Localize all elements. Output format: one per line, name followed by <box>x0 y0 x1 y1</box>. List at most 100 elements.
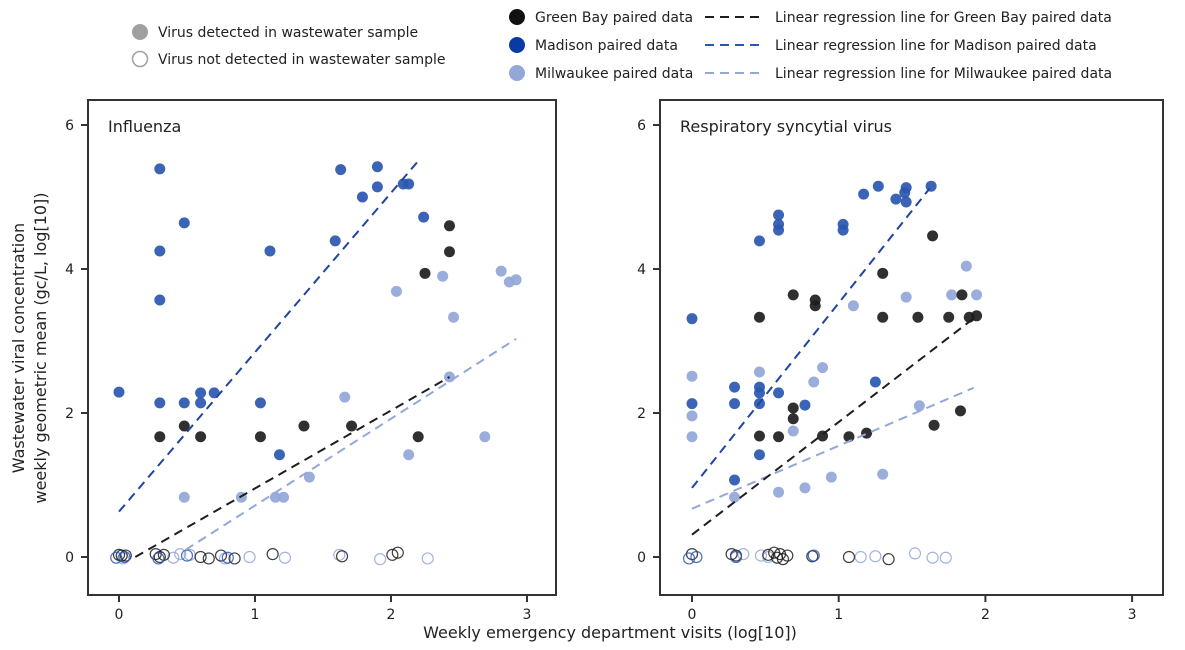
not-detected-point <box>682 552 696 565</box>
panel-rsv: Respiratory syncytial virus 0 1 2 3 0 2 4 6 <box>637 99 1164 623</box>
not-detected-point <box>194 550 207 564</box>
not-detected-point <box>335 550 349 563</box>
not-detected-point <box>869 550 882 563</box>
detected-point <box>825 471 837 483</box>
x-tick-label: 3 <box>523 607 532 623</box>
legend-series-label: Madison paired data <box>535 38 678 54</box>
y-tick-label: 0 <box>637 550 646 566</box>
not-detected-point <box>243 550 256 564</box>
detected-point <box>787 413 799 425</box>
detected-point <box>154 163 166 175</box>
not-detected-point <box>386 548 399 561</box>
detected-point <box>861 427 873 439</box>
detected-point <box>773 387 785 399</box>
detected-point <box>273 449 285 461</box>
detected-point <box>303 471 315 483</box>
detected-point <box>971 289 983 301</box>
detected-point <box>773 431 785 443</box>
detected-point <box>729 398 741 410</box>
regression-line <box>185 337 517 551</box>
detected-point <box>729 474 741 486</box>
detected-point <box>686 410 698 422</box>
detected-point <box>753 430 765 442</box>
detected-point <box>753 311 765 323</box>
legend-series-marker <box>509 9 525 25</box>
detected-point <box>390 285 402 297</box>
not-detected-point <box>174 548 187 561</box>
legend-not-detected-label: Virus not detected in wastewater sample <box>158 52 446 68</box>
not-detected-point <box>754 549 768 562</box>
y-tick-label: 2 <box>65 406 74 422</box>
detected-point <box>900 291 912 303</box>
detected-point <box>753 235 765 247</box>
x-tick-label: 2 <box>981 607 990 623</box>
not-detected-point <box>214 549 228 562</box>
panel-title: Respiratory syncytial virus <box>680 117 892 136</box>
detected-point <box>479 431 491 443</box>
detected-point <box>154 294 166 306</box>
detected-point <box>298 420 310 432</box>
legend-regression-label: Linear regression line for Green Bay pai… <box>775 10 1112 26</box>
x-tick-label: 3 <box>1128 607 1137 623</box>
detected-point <box>817 362 829 374</box>
not-detected-point <box>908 547 922 560</box>
detected-point <box>877 311 889 323</box>
not-detected-point <box>115 549 128 562</box>
regression-line <box>691 386 975 510</box>
x-tick-label: 1 <box>834 607 843 623</box>
panel-influenza: Influenza 0 1 2 3 0 2 4 6 <box>65 99 557 623</box>
detected-point <box>443 220 455 232</box>
detected-point <box>346 420 358 432</box>
detected-point <box>808 376 820 388</box>
detected-point <box>858 188 870 200</box>
detected-point <box>403 449 415 461</box>
legend: Virus detected in wastewater sample Viru… <box>131 9 1112 82</box>
detected-point <box>773 209 785 221</box>
detected-point <box>448 311 460 323</box>
legend-series-marker <box>509 65 525 81</box>
detected-point <box>195 387 207 399</box>
not-detected-point <box>807 549 820 562</box>
detected-point <box>787 425 799 437</box>
detected-point <box>946 289 958 301</box>
not-detected-point <box>737 548 750 561</box>
detected-point <box>113 386 125 398</box>
not-detected-point <box>729 550 743 564</box>
detected-point <box>729 381 741 393</box>
not-detected-point <box>939 551 952 564</box>
detected-point <box>510 274 522 286</box>
detected-point <box>913 400 925 412</box>
detected-point <box>254 397 266 409</box>
not-detected-point <box>110 551 123 564</box>
detected-point <box>371 181 383 193</box>
not-detected-point <box>776 553 790 566</box>
not-detected-point <box>119 549 132 562</box>
y-axis-label-line2: weekly geometric mean (gc/L, log[10]) <box>31 192 50 503</box>
detected-point <box>900 182 912 194</box>
plot-area <box>87 99 557 596</box>
not-detected-point <box>374 553 387 566</box>
legend-series-label: Green Bay paired data <box>535 10 693 26</box>
detected-point <box>154 397 166 409</box>
x-tick-label: 0 <box>688 607 697 623</box>
legend-not-detected-marker <box>131 50 149 68</box>
detected-point <box>195 397 207 409</box>
detected-point <box>872 180 884 192</box>
detected-point <box>890 193 902 205</box>
not-detected-point <box>762 548 775 561</box>
not-detected-point <box>278 551 292 564</box>
detected-point <box>686 370 698 382</box>
detected-point <box>154 431 166 443</box>
not-detected-point <box>882 553 895 566</box>
y-tick-label: 6 <box>637 118 646 134</box>
detected-point <box>264 245 276 257</box>
detected-point <box>686 313 698 325</box>
legend-regression-label: Linear regression line for Milwaukee pai… <box>775 66 1112 82</box>
plot-area <box>659 99 1164 596</box>
detected-point <box>339 391 351 403</box>
not-detected-point <box>854 550 867 564</box>
detected-point <box>412 431 424 443</box>
detected-point <box>799 399 811 411</box>
regression-line <box>134 376 450 558</box>
detected-point <box>877 267 889 279</box>
